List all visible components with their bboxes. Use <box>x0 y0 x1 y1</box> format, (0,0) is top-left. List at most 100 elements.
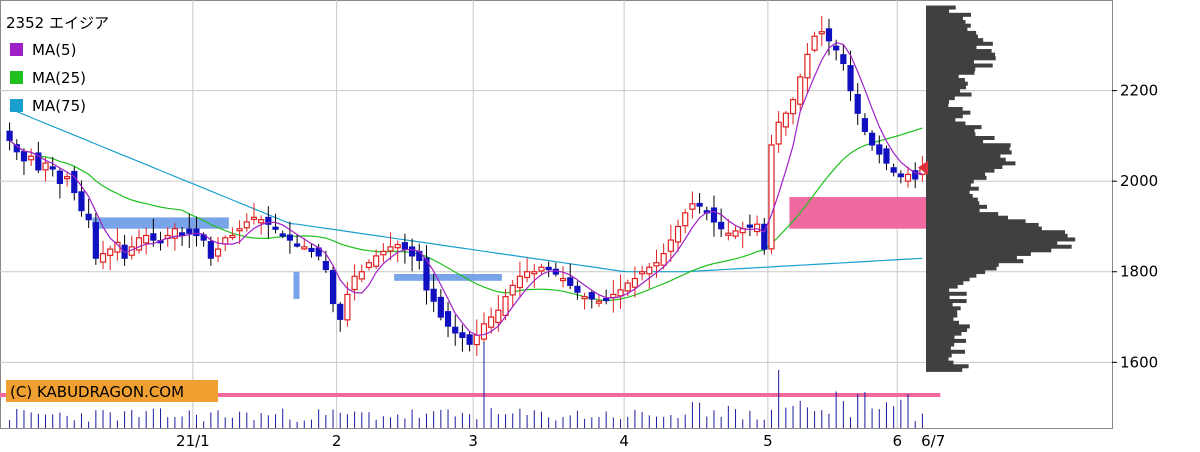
profile-bar <box>926 146 1010 151</box>
candle-body <box>337 303 344 320</box>
x-tick-label: 2 <box>332 432 342 450</box>
profile-bar <box>926 5 956 10</box>
profile-bar <box>926 157 1006 162</box>
candle-body <box>638 271 646 275</box>
candle-body <box>107 248 114 256</box>
legend: 2352 エイジア MA(5) MA(25) MA(75) <box>6 14 109 115</box>
candle-body <box>775 121 782 145</box>
profile-bar <box>926 230 1066 235</box>
profile-bar <box>926 161 1016 166</box>
candle-body <box>258 219 265 224</box>
profile-bar <box>926 150 1012 155</box>
candle-body <box>825 28 833 42</box>
profile-bar <box>926 273 977 278</box>
candle-body <box>495 309 502 324</box>
profile-bar <box>926 324 970 329</box>
candle-body <box>610 293 617 299</box>
profile-bar <box>926 27 968 32</box>
legend-swatch <box>10 43 23 56</box>
candle-body <box>811 35 818 51</box>
candle-body <box>99 253 107 263</box>
profile-bar <box>926 248 1052 253</box>
x-tick-label: 3 <box>468 432 478 450</box>
profile-bar <box>926 328 968 333</box>
candle-body <box>63 176 71 180</box>
profile-bar <box>926 63 993 68</box>
candle-body <box>904 173 912 182</box>
candle-body <box>840 54 847 65</box>
candle-body <box>804 53 811 79</box>
profile-bar <box>926 338 967 343</box>
candle-body <box>488 316 495 328</box>
profile-bar <box>926 349 965 354</box>
profile-bar <box>926 103 949 108</box>
candle-body <box>135 237 143 251</box>
candle-body <box>178 232 186 236</box>
candle-body <box>876 144 883 155</box>
candle-body <box>782 112 789 128</box>
candle-body <box>595 300 603 304</box>
profile-bar <box>926 88 961 93</box>
candle-body <box>250 216 258 220</box>
watermark: (C) KABUDRAGON.COM <box>6 380 218 402</box>
candle-body <box>854 94 861 114</box>
candle-body <box>344 293 351 321</box>
profile-bar <box>926 197 978 202</box>
candle-body <box>401 242 409 250</box>
candle-body <box>380 250 387 256</box>
profile-bar <box>926 255 1017 260</box>
profile-bar <box>926 357 949 362</box>
y-tick-label: 2200 <box>1120 82 1158 100</box>
profile-bar <box>926 38 984 43</box>
candle-body <box>279 233 286 237</box>
profile-bar <box>926 288 950 293</box>
candle-body <box>351 275 358 291</box>
profile-bar <box>926 270 986 275</box>
candle-body <box>761 223 768 250</box>
candle-body <box>567 277 574 286</box>
candle-body <box>329 269 337 305</box>
profile-bar <box>926 49 992 54</box>
candle-body <box>430 288 437 302</box>
candle-body <box>847 65 854 92</box>
y-tick-label: 1800 <box>1120 263 1158 281</box>
profile-bar <box>926 164 1003 169</box>
profile-bar <box>926 201 980 206</box>
candle-body <box>394 243 401 249</box>
profile-bar <box>926 193 973 198</box>
profile-bar <box>926 121 966 126</box>
legend-label: MA(25) <box>32 69 86 87</box>
price-zones <box>0 197 941 397</box>
profile-bar <box>926 92 972 97</box>
candle-body <box>660 253 667 266</box>
candle-body <box>373 255 380 267</box>
candle-body <box>6 130 13 142</box>
legend-label: MA(5) <box>32 41 76 59</box>
profile-bar <box>926 107 963 112</box>
profile-bar <box>926 128 975 133</box>
candle-body <box>214 248 222 257</box>
chart-title: 2352 エイジア <box>6 14 109 32</box>
candle-body <box>473 334 480 346</box>
profile-bar <box>926 81 968 86</box>
profile-bar <box>926 233 1068 238</box>
resistance-zone <box>394 274 502 281</box>
candles <box>6 15 926 356</box>
profile-bar <box>926 306 961 311</box>
candle-body <box>408 246 416 257</box>
candle-body <box>92 222 99 259</box>
candle-body <box>437 296 444 318</box>
profile-bar <box>926 78 965 83</box>
candle-body <box>725 232 732 236</box>
profile-bar <box>926 183 971 188</box>
profile-bar <box>926 331 962 336</box>
candle-body <box>365 262 373 269</box>
candle-body <box>631 277 639 288</box>
profile-bar <box>926 135 995 140</box>
ma75-path <box>9 108 923 273</box>
candle-body <box>746 224 754 228</box>
candle-body <box>646 266 653 275</box>
candle-body <box>56 170 64 185</box>
x-axis-ticks: 21/1 2 3 4 5 6 6/7 <box>176 432 945 450</box>
